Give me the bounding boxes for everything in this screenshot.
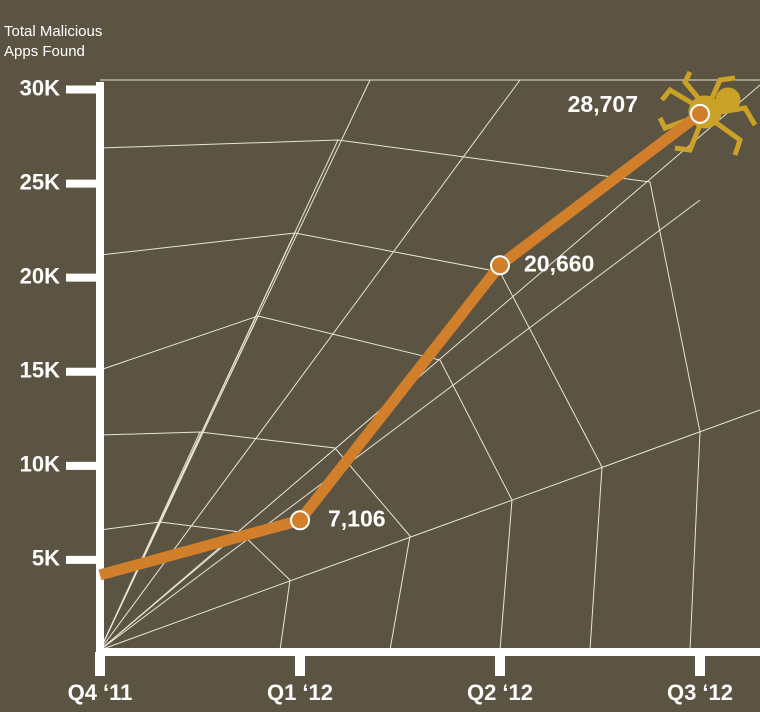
line (100, 114, 700, 575)
y-tick-label: 10K (20, 452, 60, 477)
value-label: 7,106 (328, 505, 386, 531)
y-axis-label: Total Malicious Apps Found (4, 22, 134, 62)
spider-web (100, 80, 760, 650)
point (691, 105, 709, 123)
y-tick-label: 30K (20, 75, 60, 100)
value-label: 28,707 (568, 91, 638, 117)
y-tick-label: 15K (20, 358, 60, 383)
x-tick-label: Q2 ‘12 (467, 680, 533, 705)
x-tick-label: Q4 ‘11 (68, 680, 133, 705)
chart: 5K 10K 15K 20K 25K 30K Q4 ‘11 Q1 ‘12 Q2 ‘12 Q3 ‘1… (0, 0, 760, 712)
point (491, 256, 509, 274)
point (291, 511, 309, 529)
x-tick-label: Q3 ‘12 (667, 680, 733, 705)
x-tick-label: Q1 ‘12 (267, 680, 333, 705)
value-label: 20,660 (524, 250, 594, 276)
y-tick-label: 5K (32, 546, 60, 571)
y-tick-label: 20K (20, 263, 60, 288)
y-tick-label: 25K (20, 169, 60, 194)
page: 5K 10K 15K 20K 25K 30K Q4 ‘11 Q1 ‘12 Q2 ‘12 Q3 ‘1… (0, 0, 760, 712)
